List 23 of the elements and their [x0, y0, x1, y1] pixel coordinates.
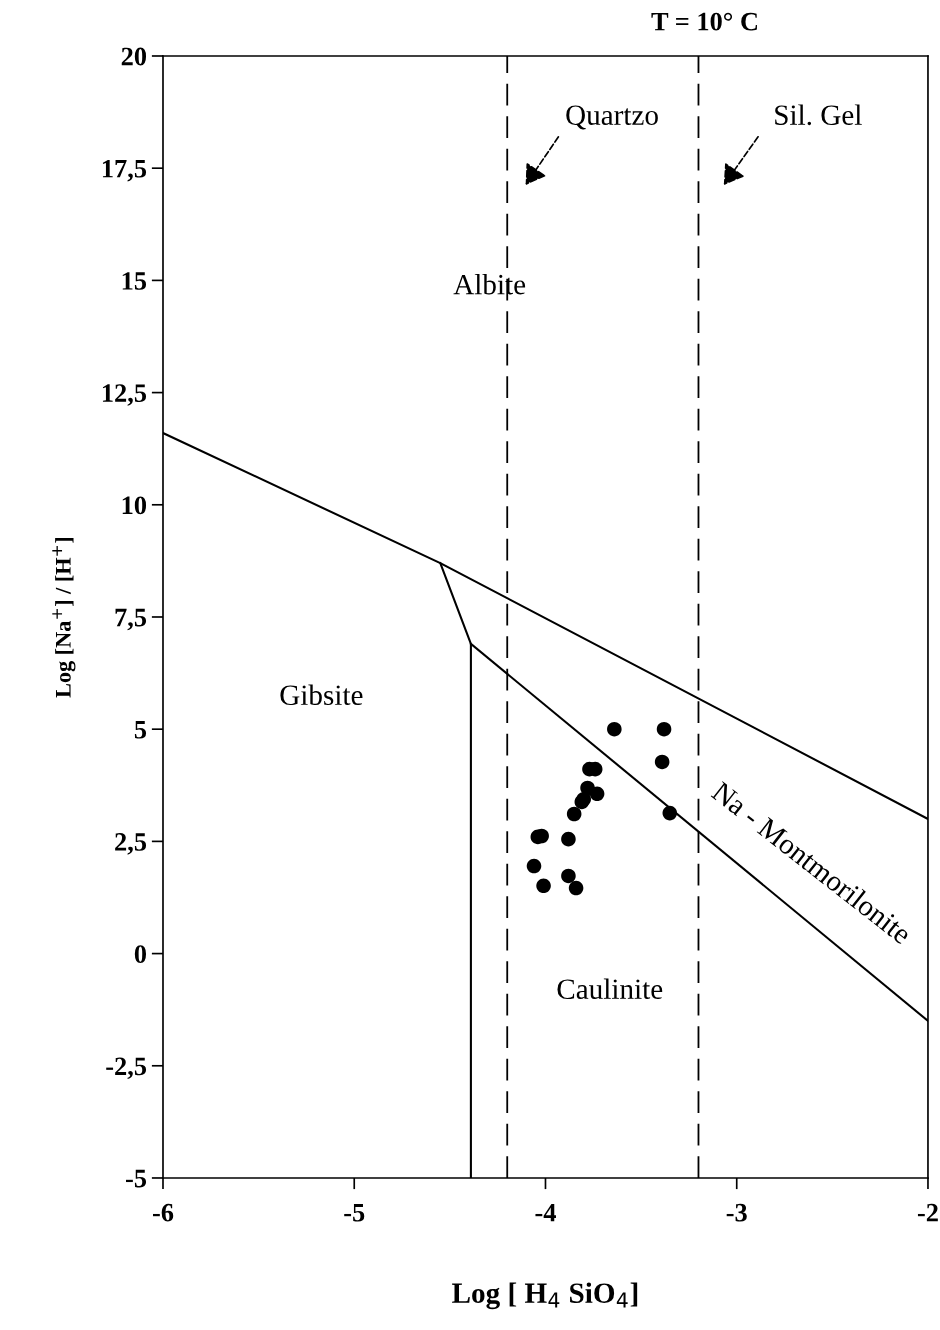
y-tick-label: 15: [122, 272, 147, 290]
annotation: Gibsite: [280, 684, 363, 706]
x-tick-label: -2: [917, 1203, 938, 1222]
y-tick-label: 5: [134, 721, 147, 739]
y-tick-label: 0: [134, 945, 147, 963]
y-tick-label: -5: [126, 1169, 147, 1188]
y-tick-label: 7,5: [115, 608, 147, 631]
y-tick-label: 2,5: [115, 833, 147, 855]
x-tick-label: -3: [726, 1203, 747, 1222]
y-tick-label: 20: [121, 47, 147, 66]
chart-title: T = 10° C: [651, 12, 757, 31]
x-tick-label: -6: [152, 1203, 174, 1222]
annotation: Caulinite: [557, 978, 663, 1000]
y-axis-title: Log [Na$^{+}$] / [H$^{+}$]: [52, 537, 76, 698]
x-tick-label: -5: [344, 1204, 365, 1222]
x-axis-title: Log [ H$_{4}$ SiO$_{4}$]: [452, 1282, 638, 1310]
y-tick-label: 12,5: [102, 384, 147, 406]
y-tick-label: 10: [122, 496, 147, 515]
annotation: Sil. Gel: [775, 104, 862, 126]
y-tick-label: 17,5: [102, 159, 147, 182]
x-tick-label: -4: [535, 1203, 556, 1222]
y-tick-label: -2,5: [106, 1057, 147, 1080]
annotation: Quartzo: [566, 105, 658, 130]
